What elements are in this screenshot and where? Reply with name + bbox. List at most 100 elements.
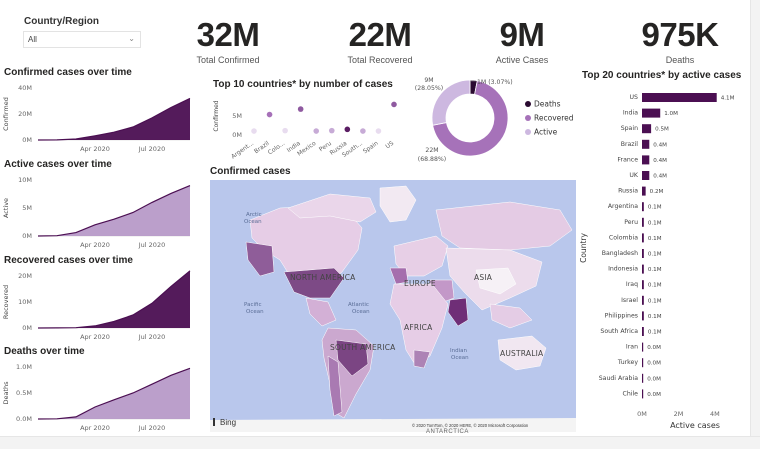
y-tick-label: 5M (22, 204, 32, 212)
bar[interactable] (642, 139, 650, 149)
bar[interactable] (642, 280, 644, 290)
scatter-point[interactable] (391, 101, 397, 108)
legend-label[interactable]: Deaths (534, 100, 561, 109)
y-tick-label: 40M (18, 84, 32, 92)
country-region-selected-value: All (28, 35, 37, 44)
bar[interactable] (642, 358, 644, 368)
scatter-point[interactable] (344, 126, 351, 133)
area-series (38, 368, 190, 419)
ocean-label-indian: Indian (450, 348, 467, 354)
region-china (475, 267, 517, 295)
bar[interactable] (642, 186, 646, 196)
x-tick-label: Apr 2020 (80, 333, 110, 341)
y-tick-label: 0M (22, 324, 32, 332)
bar-value-label: 0.2M (650, 189, 664, 195)
bar[interactable] (642, 311, 644, 321)
bar-value-label: 0.1M (648, 283, 662, 289)
bar-category-label: Chile (623, 390, 639, 397)
scatter-point[interactable] (375, 128, 382, 134)
bar-category-label: Israel (621, 297, 638, 304)
region-canada-arctic (287, 193, 377, 223)
bar-category-label: Indonesia (608, 266, 638, 273)
x-tick-label: 4M (710, 410, 720, 418)
ocean-label-indian-2: Ocean (451, 355, 469, 361)
x-tick-label: 0M (637, 410, 647, 418)
bar[interactable] (642, 155, 650, 165)
bar[interactable] (642, 93, 717, 102)
map-title: Confirmed cases (210, 166, 291, 177)
bar-category-label: Bangladesh (602, 250, 638, 257)
x-tick-label: Apr 2020 (80, 145, 110, 153)
bar[interactable] (642, 295, 644, 305)
scatter-point[interactable] (266, 111, 273, 118)
bar[interactable] (642, 342, 644, 352)
region-russia (435, 201, 573, 251)
y-axis-title: Confirmed (213, 100, 220, 131)
scatter-point[interactable] (360, 128, 366, 134)
active-over-time-chart[interactable]: Active 10M 5M 0M Apr 2020 Jul 2020 (0, 172, 196, 250)
bar[interactable] (642, 124, 652, 134)
bar[interactable] (642, 202, 644, 212)
scatter-point[interactable] (313, 128, 320, 134)
donut-label-recovered: 22M (425, 147, 438, 154)
bar[interactable] (642, 233, 644, 243)
bing-icon (213, 418, 218, 426)
country-region-dropdown[interactable]: All ⌄ (23, 31, 141, 48)
cases-donut-chart[interactable]: 9M(28.05%) 22M (68.88%) 1M (3.07%) Deaths Rec… (408, 72, 588, 164)
scatter-point[interactable] (251, 128, 257, 134)
y-axis-title: Active (2, 198, 10, 218)
region-brazil (335, 339, 369, 377)
scatter-point[interactable] (328, 127, 335, 134)
confirmed-over-time-title: Confirmed cases over time (4, 67, 132, 78)
scatter-point[interactable] (297, 106, 304, 112)
donut-slice[interactable] (432, 80, 509, 157)
region-mexico (305, 297, 337, 327)
kpi-value: 9M (499, 16, 545, 53)
bar[interactable] (642, 264, 644, 274)
bar[interactable] (642, 373, 644, 383)
x-tick-label: Jul 2020 (138, 241, 165, 249)
y-tick-label: 20M (18, 272, 32, 280)
kpi-value: 32M (196, 16, 260, 53)
bar[interactable] (642, 217, 644, 227)
bar[interactable] (642, 249, 644, 258)
top20-bar-chart[interactable]: Country US 4.1M India 1.0M Spain 0.5M Brazil 0.4… (578, 88, 746, 436)
x-tick-label: Apr 2020 (80, 424, 110, 432)
bar[interactable] (642, 327, 644, 336)
recovered-over-time-chart[interactable]: Recovered 20M 10M 0M Apr 2020 Jul 2020 (0, 268, 196, 342)
y-axis-title: Recovered (2, 285, 10, 319)
bar-category-label: Brazil (621, 141, 639, 148)
bar-value-label: 0.1M (648, 298, 662, 304)
bar-value-label: 0.0M (647, 376, 661, 382)
bar-value-label: 0.1M (648, 205, 662, 211)
deaths-over-time-chart[interactable]: Deaths 1.0M 0.5M 0.0M Apr 2020 Jul 2020 (0, 359, 196, 433)
y-tick-label: 0M (22, 136, 32, 144)
bar[interactable] (642, 171, 650, 180)
map-label-europe: EUROPE (404, 279, 436, 288)
ocean-label-atlantic: Atlantic (348, 302, 369, 308)
y-tick-label: 10M (18, 176, 32, 184)
scatter-point[interactable] (282, 127, 288, 134)
bar-category-label: UK (629, 172, 639, 179)
chevron-down-icon[interactable]: ⌄ (128, 34, 135, 43)
bar-category-label: Colombia (609, 234, 638, 241)
legend-label[interactable]: Active (534, 128, 558, 137)
bar-value-label: 0.5M (655, 127, 669, 133)
bar-category-label: South Africa (600, 328, 638, 335)
donut-slice[interactable] (431, 79, 471, 126)
legend-swatch (525, 101, 531, 107)
donut-label-active-pct: (28.05%) (415, 85, 443, 92)
bar-value-label: 0.1M (648, 330, 662, 336)
legend-label[interactable]: Recovered (534, 114, 574, 123)
bar[interactable] (642, 389, 644, 399)
world-map-svg[interactable]: NORTH AMERICA SOUTH AMERICA EUROPE ASIA … (210, 180, 576, 432)
area-series (38, 185, 190, 236)
confirmed-cases-map[interactable]: NORTH AMERICA SOUTH AMERICA EUROPE ASIA … (210, 180, 576, 432)
bar[interactable] (642, 108, 661, 118)
confirmed-over-time-chart[interactable]: Confirmed 40M 20M 0M Apr 2020 Jul 2020 (0, 80, 196, 154)
map-label-africa: AFRICA (404, 323, 433, 332)
ocean-label-pacific-2: Ocean (246, 309, 264, 315)
bar-value-label: 0.1M (648, 252, 662, 258)
donut-label-active: 9M (424, 77, 433, 84)
